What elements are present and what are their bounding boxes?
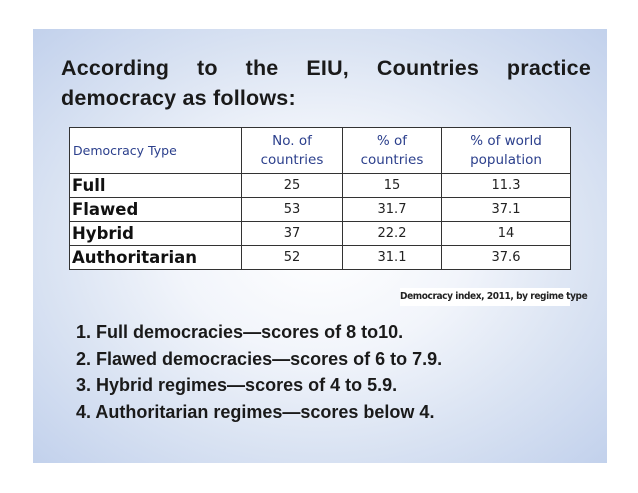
slide-title: According to the EIU, Countries practice… (61, 53, 591, 113)
row-pct-population: 11.3 (441, 173, 571, 198)
header-pop-line-1: % of world (470, 132, 542, 149)
row-type: Authoritarian (69, 245, 242, 270)
table-caption: Democracy index, 2011, by regime type (400, 288, 588, 306)
header-no-of-countries: No. of countries (241, 127, 343, 174)
table-row: Full 25 15 11.3 (69, 173, 571, 198)
row-count: 25 (241, 173, 343, 198)
row-type: Hybrid (69, 221, 242, 246)
slide-title-line-1: According to the EIU, Countries practice (61, 56, 591, 80)
row-pct-countries: 22.2 (342, 221, 442, 246)
slide-title-line-2: democracy as follows: (61, 86, 296, 110)
table-row: Authoritarian 52 31.1 37.6 (69, 245, 571, 270)
row-count: 37 (241, 221, 343, 246)
row-pct-population: 37.1 (441, 197, 571, 222)
table-header-row: Democracy Type No. of countries % of count… (69, 127, 571, 174)
slide: According to the EIU, Countries practice… (33, 29, 607, 463)
row-pct-countries: 31.7 (342, 197, 442, 222)
row-pct-countries: 15 (342, 173, 442, 198)
row-type: Flawed (69, 197, 242, 222)
list-item: 4. Authoritarian regimes—scores below 4. (76, 401, 435, 422)
header-pct-line-1: % of (376, 132, 408, 149)
table-row: Flawed 53 31.7 37.1 (69, 197, 571, 222)
header-pct-world-population: % of world population (441, 127, 571, 174)
header-pct-line-2: countries (360, 151, 424, 168)
header-pop-line-2: population (470, 151, 542, 168)
list-item: 1. Full democracies—scores of 8 to10. (76, 322, 404, 342)
header-count-line-2: countries (260, 151, 324, 168)
row-pct-population: 37.6 (441, 245, 571, 270)
score-notes-list: 1. Full democracies—scores of 8 to10. 2.… (76, 319, 442, 425)
row-pct-population: 14 (441, 221, 571, 246)
list-item: 2. Flawed democracies—scores of 6 to 7.9… (76, 348, 443, 369)
table-row: Hybrid 37 22.2 14 (69, 221, 571, 246)
header-democracy-type: Democracy Type (69, 127, 242, 174)
header-count-line-1: No. of (272, 132, 312, 149)
header-pct-of-countries: % of countries (342, 127, 442, 174)
row-type: Full (69, 173, 242, 198)
democracy-table: Democracy Type No. of countries % of count… (69, 127, 571, 270)
row-count: 52 (241, 245, 343, 270)
list-item: 3. Hybrid regimes—scores of 4 to 5.9. (76, 375, 398, 395)
row-pct-countries: 31.1 (342, 245, 442, 270)
row-count: 53 (241, 197, 343, 222)
